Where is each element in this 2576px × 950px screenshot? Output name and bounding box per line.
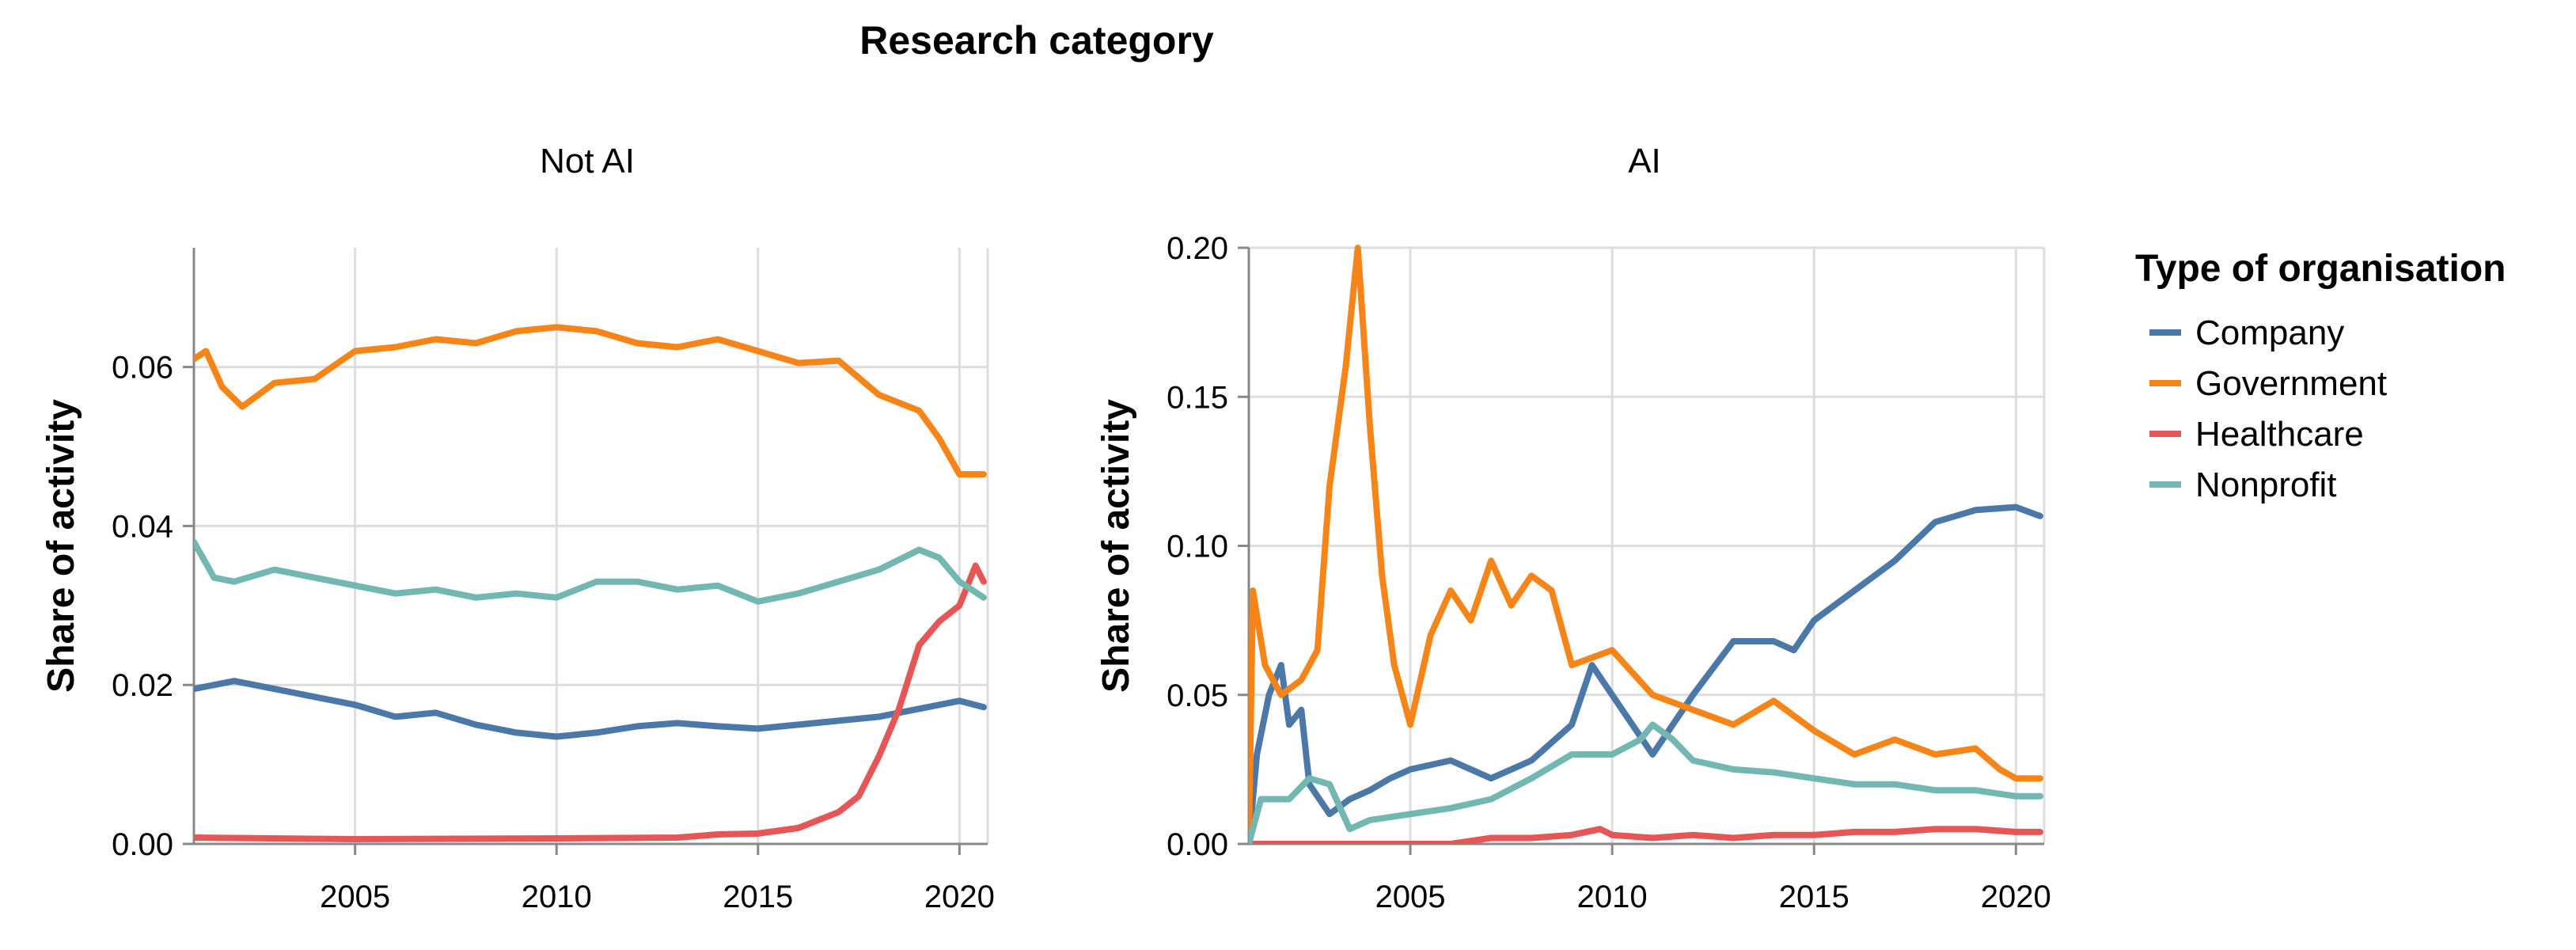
- x-tick-label: 2020: [1981, 880, 2051, 914]
- facet-label-not-ai: Not AI: [540, 142, 635, 180]
- legend-item-healthcare: Healthcare: [2149, 415, 2364, 454]
- series-line-nonprofit-ai: [1249, 721, 2043, 844]
- chart-title: Research category: [859, 18, 1214, 63]
- legend: Type of organisation Company Government He…: [2135, 248, 2506, 504]
- y-tick-label: 0.10: [1167, 530, 1228, 564]
- y-axis-title: Share of activity: [1095, 399, 1137, 693]
- legend-title: Type of organisation: [2135, 248, 2506, 290]
- legend-label-company: Company: [2195, 314, 2344, 352]
- x-tick-label: 2005: [1375, 880, 1446, 914]
- series-line-government-ai: [1249, 245, 2043, 844]
- legend-label-healthcare: Healthcare: [2195, 415, 2364, 454]
- legend-item-company: Company: [2149, 314, 2344, 352]
- x-tick-label: 2015: [1779, 880, 1849, 914]
- x-tick-label: 2005: [320, 880, 390, 914]
- series-line-company-not-ai: [194, 678, 987, 740]
- legend-label-government: Government: [2195, 364, 2387, 403]
- x-tick-label: 2010: [1577, 880, 1648, 914]
- facet-not-ai: Not AI 0.00 0.02 0.04 0.06 2005 2010 2015 2020 Sh…: [40, 142, 995, 914]
- y-tick-label: 0.06: [112, 351, 173, 386]
- x-tick-label: 2020: [924, 880, 995, 914]
- y-axis-title: Share of activity: [40, 399, 82, 693]
- series-line-healthcare-not-ai: [194, 562, 987, 842]
- y-tick-label: 0.00: [1167, 827, 1228, 862]
- legend-label-nonprofit: Nonprofit: [2195, 466, 2337, 504]
- facet-ai: AI 0.00 0.05 0.10 0.15 0.20 2005 2010 2015 2020 Sh…: [1095, 142, 2051, 914]
- legend-item-government: Government: [2149, 364, 2387, 403]
- y-tick-label: 0.02: [112, 668, 173, 703]
- legend-item-nonprofit: Nonprofit: [2149, 466, 2337, 504]
- series-line-healthcare-ai: [1249, 826, 2043, 844]
- y-tick-label: 0.00: [112, 827, 173, 862]
- y-tick-label: 0.20: [1167, 231, 1228, 266]
- series-line-government-not-ai: [194, 324, 987, 478]
- x-tick-label: 2015: [723, 880, 793, 914]
- y-tick-label: 0.05: [1167, 678, 1228, 713]
- x-tick-label: 2010: [522, 880, 592, 914]
- facet-label-ai: AI: [1628, 142, 1661, 180]
- y-tick-label: 0.15: [1167, 380, 1228, 415]
- y-tick-label: 0.04: [112, 509, 173, 544]
- series-line-company-ai: [1249, 504, 2043, 844]
- series-line-nonprofit-not-ai: [194, 538, 987, 605]
